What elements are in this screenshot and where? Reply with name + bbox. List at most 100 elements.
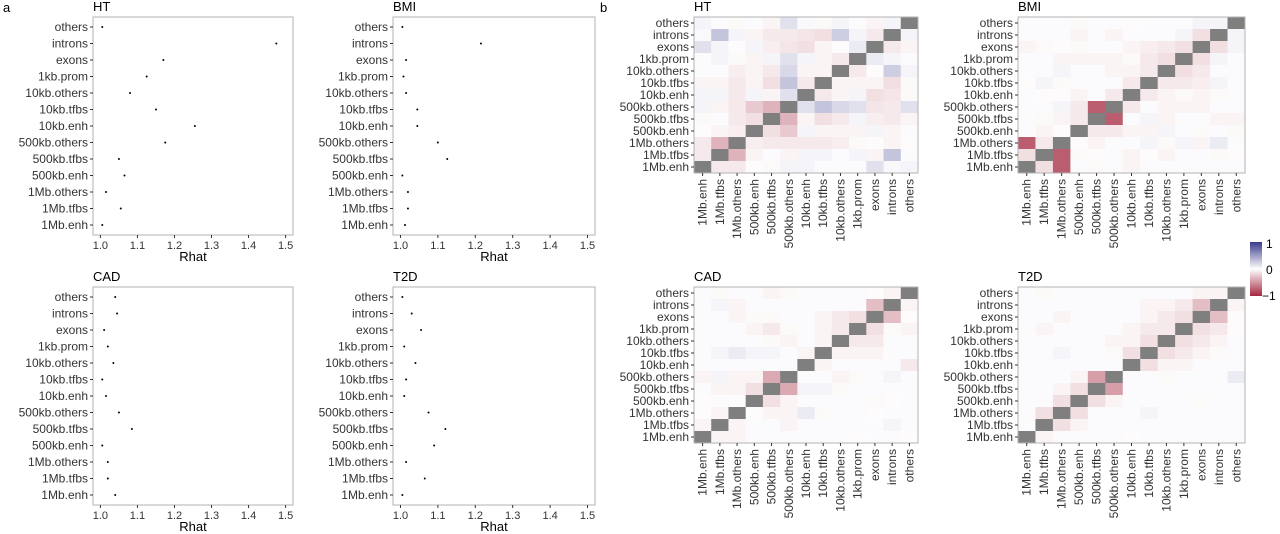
heatmap-cell xyxy=(814,53,833,66)
heatmap-cell xyxy=(1052,395,1071,408)
heatmap-cell xyxy=(1140,395,1158,408)
scatter-frame xyxy=(92,286,294,506)
heatmap-cell xyxy=(797,395,815,408)
heatmap-cell xyxy=(1070,113,1089,126)
y-tick-label: 500kb.others xyxy=(944,100,1013,114)
heatmap-cell xyxy=(1175,431,1193,444)
heatmap-cell xyxy=(1035,431,1054,444)
colorbar: 1 0 −1 xyxy=(1250,237,1276,303)
heatmap-cell xyxy=(797,17,815,30)
heatmap-cell xyxy=(831,431,850,444)
heatmap-cell xyxy=(900,41,919,54)
heatmap-cell xyxy=(711,311,729,324)
y-tick-label: 500kb.tfbs xyxy=(634,112,689,126)
heatmap-cell xyxy=(1018,335,1036,348)
heatmap-cell xyxy=(849,41,867,54)
heatmap-cell xyxy=(797,137,815,150)
heatmap-cell xyxy=(780,395,798,408)
y-tick-label: 10kb.enh xyxy=(339,119,388,133)
heatmap-cell xyxy=(1122,323,1141,336)
x-tick-label: 1.3 xyxy=(505,240,520,252)
heatmap-cell xyxy=(728,137,746,150)
y-tick-label: 500kb.tfbs xyxy=(33,422,88,436)
heatmap-cell xyxy=(1227,77,1246,90)
heatmap-cell xyxy=(780,431,798,444)
colorbar-max-label: 1 xyxy=(1266,237,1273,251)
heatmap-cell xyxy=(883,419,902,432)
heatmap-cell xyxy=(694,161,712,174)
heatmap-cell xyxy=(762,89,781,102)
y-tick-label: 1Mb.others xyxy=(629,136,689,150)
heatmap-cell xyxy=(728,17,746,30)
x-tick-label: 1.3 xyxy=(204,510,219,522)
heatmap-cell xyxy=(1035,395,1054,408)
heatmap-cell xyxy=(1227,149,1246,162)
heatmap-cell xyxy=(1052,89,1071,102)
heatmap-cell xyxy=(866,41,884,54)
heatmap-cell xyxy=(1105,137,1124,150)
heatmap-cell xyxy=(1105,149,1124,162)
heatmap-cell xyxy=(797,323,815,336)
heatmap-cell xyxy=(1070,395,1089,408)
heatmap-cell xyxy=(762,335,781,348)
y-tick-label: 10kb.others xyxy=(25,86,88,100)
heatmap-cell xyxy=(1175,299,1193,312)
data-point xyxy=(416,125,419,127)
x-tick-label: 10kb.others xyxy=(1159,179,1173,242)
heatmap-cell xyxy=(694,65,712,78)
heatmap-cell xyxy=(1052,125,1071,138)
heatmap-cell xyxy=(814,77,833,90)
heatmap-cell xyxy=(1122,383,1141,396)
colorbar-mid-label: 0 xyxy=(1266,263,1273,277)
y-tick-label: 1Mb.enh xyxy=(966,430,1013,444)
y-tick-label: exons xyxy=(657,310,689,324)
y-tick-label: 10kb.others xyxy=(950,334,1013,348)
y-tick-label: 500kb.enh xyxy=(633,124,689,138)
heatmap-cell xyxy=(1140,137,1158,150)
x-tick-label: 500kb.enh xyxy=(747,179,761,235)
heatmap-cell xyxy=(866,113,884,126)
heatmap-cell xyxy=(745,395,764,408)
data-point xyxy=(112,362,115,364)
heatmap-cell xyxy=(831,383,850,396)
heatmap-cell xyxy=(883,41,902,54)
heatmap-title: HT xyxy=(694,0,711,14)
y-tick-label: 1Mb.others xyxy=(28,455,88,469)
heatmap-cell xyxy=(1070,41,1089,54)
heatmap-cell xyxy=(814,335,833,348)
heatmap-cell xyxy=(1087,323,1106,336)
heatmap-cell xyxy=(1018,287,1036,300)
heatmap-cell xyxy=(1052,161,1071,174)
heatmap-cell xyxy=(694,29,712,42)
heatmap-cell xyxy=(814,137,833,150)
heatmap-cell xyxy=(1035,113,1054,126)
x-tick-label: 1.5 xyxy=(580,510,595,522)
heatmap-cell xyxy=(900,299,919,312)
heatmap-cell xyxy=(1018,101,1036,114)
x-tick-label: 1kb.prom xyxy=(851,449,865,499)
heatmap-cell xyxy=(780,41,798,54)
heatmap-cell xyxy=(745,101,764,114)
data-point xyxy=(405,59,408,61)
heatmap-cell xyxy=(1018,407,1036,420)
y-tick-label: 1Mb.enh xyxy=(966,160,1013,174)
heatmap-cell xyxy=(762,407,781,420)
heatmap-cell xyxy=(1227,419,1246,432)
heatmap-cell xyxy=(1157,125,1176,138)
heatmap-cell xyxy=(745,299,764,312)
heatmap-cell xyxy=(1122,77,1141,90)
data-point xyxy=(446,158,449,160)
data-point xyxy=(406,191,409,193)
heatmap-cell xyxy=(866,419,884,432)
heatmap-cell xyxy=(1157,287,1176,300)
heatmap-cell xyxy=(1210,407,1228,420)
heatmap-cell xyxy=(728,335,746,348)
heatmap-cell xyxy=(1210,29,1228,42)
x-tick-label: 500kb.tfbs xyxy=(765,179,779,234)
x-tick-label: 1.2 xyxy=(468,240,483,252)
heatmap-cell xyxy=(728,371,746,384)
heatmap-cell xyxy=(711,407,729,420)
heatmap-cell xyxy=(1175,65,1193,78)
heatmap-cell xyxy=(762,41,781,54)
heatmap-cell xyxy=(866,89,884,102)
